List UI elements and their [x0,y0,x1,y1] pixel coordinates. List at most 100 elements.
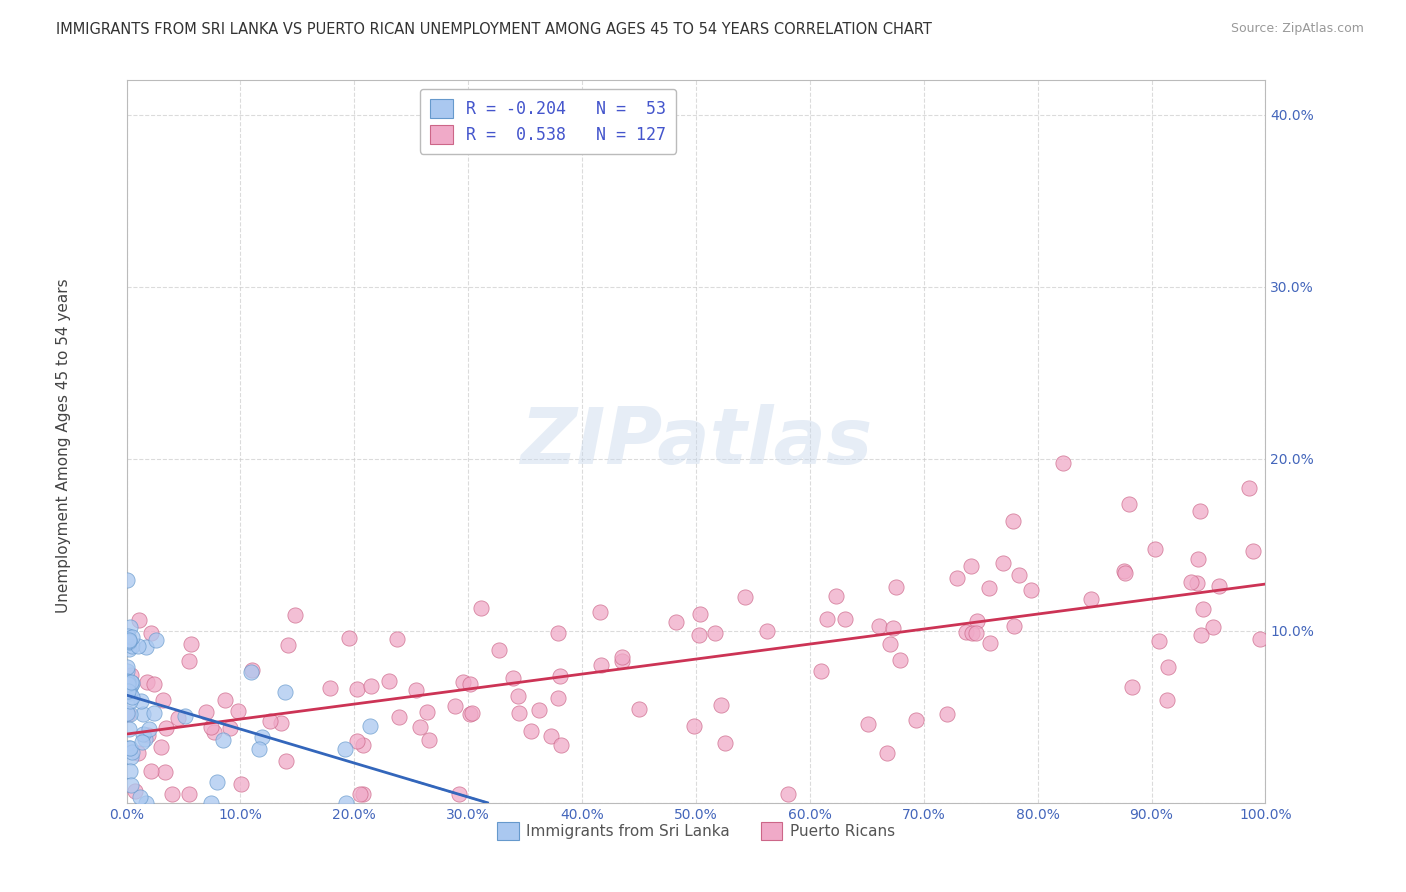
Point [240,663,263,677]
Point [418,733,440,747]
Point [121,639,143,653]
Point [1080,591,1102,606]
Point [966,614,988,628]
Point [120,749,142,764]
Point [247,742,270,756]
Point [360,680,382,694]
Point [214,693,236,707]
Text: IMMIGRANTS FROM SRI LANKA VS PUERTO RICAN UNEMPLOYMENT AMONG AGES 45 TO 54 YEARS: IMMIGRANTS FROM SRI LANKA VS PUERTO RICA… [56,22,932,37]
Point [451,674,474,689]
Point [548,669,571,683]
Point [960,626,983,640]
Point [714,736,737,750]
Point [121,630,143,644]
Point [118,694,141,708]
Point [591,658,613,673]
Point [135,640,157,655]
Point [166,710,188,724]
Point [405,683,427,698]
Point [250,730,273,744]
Point [121,690,143,704]
Point [118,740,141,755]
Point [683,718,706,732]
Point [547,625,569,640]
Point [118,641,141,656]
Point [734,590,756,604]
Point [946,571,969,585]
Point [886,580,908,594]
Point [1189,627,1212,641]
Point [120,620,142,634]
Point [274,754,297,768]
Point [131,707,153,722]
Point [447,787,470,801]
Point [1002,618,1025,632]
Point [117,674,139,689]
Point [283,608,305,623]
Point [346,734,368,748]
Point [416,705,439,719]
Point [118,634,141,648]
Point [335,796,357,810]
Point [889,652,911,666]
Point [177,654,200,668]
Point [935,707,957,722]
Point [778,787,800,801]
Point [508,706,530,720]
Point [665,615,688,629]
Point [810,664,832,678]
Point [1118,497,1140,511]
Point [461,706,484,721]
Point [1144,541,1167,556]
Point [1249,632,1271,646]
Point [825,589,848,603]
Point [959,558,981,573]
Point [1008,567,1031,582]
Point [1188,504,1211,518]
Point [239,665,262,680]
Point [1112,564,1135,578]
Point [337,631,360,645]
Point [120,667,142,681]
Point [388,710,411,724]
Point [179,787,201,801]
Point [135,796,157,810]
Point [1121,680,1143,694]
Point [443,699,465,714]
Point [1114,566,1136,580]
Point [905,714,928,728]
Point [508,689,530,703]
Point [134,731,156,746]
Point [202,724,225,739]
Point [319,681,342,696]
Point [212,732,235,747]
Point [756,624,779,639]
Text: Source: ZipAtlas.com: Source: ZipAtlas.com [1230,22,1364,36]
Point [118,686,141,700]
Point [118,722,141,736]
Point [129,694,152,708]
Point [180,637,202,651]
Point [117,706,139,721]
Point [121,676,143,690]
Point [120,674,142,689]
Point [277,638,299,652]
Point [128,613,150,627]
Point [155,721,177,735]
Point [815,612,838,626]
Point [136,674,159,689]
Point [1052,456,1074,470]
Point [1208,579,1230,593]
Point [352,738,374,752]
Point [270,716,292,731]
Point [1156,692,1178,706]
Point [346,681,368,696]
Point [689,607,711,622]
Point [160,787,183,801]
Point [143,706,166,720]
Point [460,706,482,721]
Point [115,664,138,678]
Point [868,618,890,632]
Point [377,674,399,689]
Point [200,720,222,734]
